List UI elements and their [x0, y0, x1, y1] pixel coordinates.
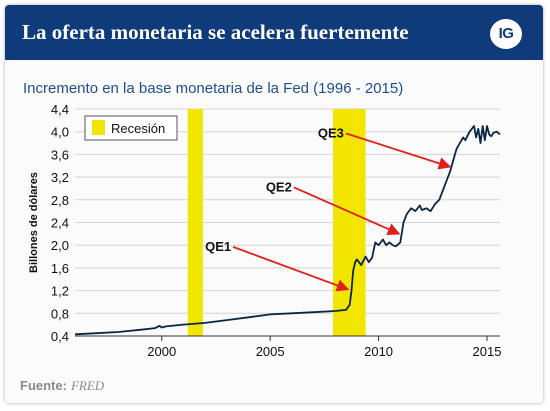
legend-label: Recesión	[111, 121, 165, 136]
x-tick-label: 2005	[256, 344, 285, 359]
annotation-label: QE3	[318, 125, 344, 140]
source-note: Fuente: FRED	[20, 378, 104, 394]
y-tick-label: 1,6	[51, 261, 69, 276]
y-tick-label: 3,2	[51, 170, 69, 185]
monetary-base-line	[74, 125, 501, 336]
ig-logo: IG	[490, 19, 522, 49]
header-bar: La oferta monetaria se acelera fuertemen…	[5, 5, 543, 60]
y-tick-label: 3,6	[51, 147, 69, 162]
x-tick-label: 2015	[473, 344, 502, 359]
y-tick-label: 2,8	[51, 193, 69, 208]
annotation-arrow	[293, 186, 401, 236]
annotation-arrow	[232, 246, 350, 292]
y-axis-title: Billones de dólares	[28, 172, 40, 273]
annotation-label: QE2	[266, 179, 292, 194]
y-tick-label: 2,0	[51, 238, 69, 253]
y-tick-label: 4,0	[51, 125, 69, 140]
x-tick-label: 2010	[364, 344, 393, 359]
chart-subtitle: Incremento en la base monetaria de la Fe…	[23, 80, 404, 97]
chart-svg: 0,4 0,8 1,2 1,6 2,0 2,4 2,8 3,2 3,6 4,0 4,4 2000 200…	[28, 102, 502, 359]
chart-title: La oferta monetaria se acelera fuertemen…	[22, 20, 409, 44]
source-value: FRED	[70, 378, 105, 393]
legend-swatch	[92, 120, 105, 135]
source-label: Fuente:	[20, 378, 67, 393]
y-tick-label: 2,4	[51, 216, 69, 231]
x-tick-label: 2000	[147, 344, 176, 359]
y-tick-label: 0,4	[51, 329, 69, 344]
chart-card: La oferta monetaria se acelera fuertemen…	[5, 5, 543, 403]
y-tick-label: 0,8	[51, 306, 69, 321]
y-tick-label: 1,2	[51, 284, 69, 299]
annotation-arrow	[345, 132, 452, 170]
recession-band	[187, 109, 203, 336]
y-tick-label: 4,4	[51, 102, 69, 117]
recession-band	[333, 109, 366, 336]
annotation-label: QE1	[205, 239, 231, 254]
